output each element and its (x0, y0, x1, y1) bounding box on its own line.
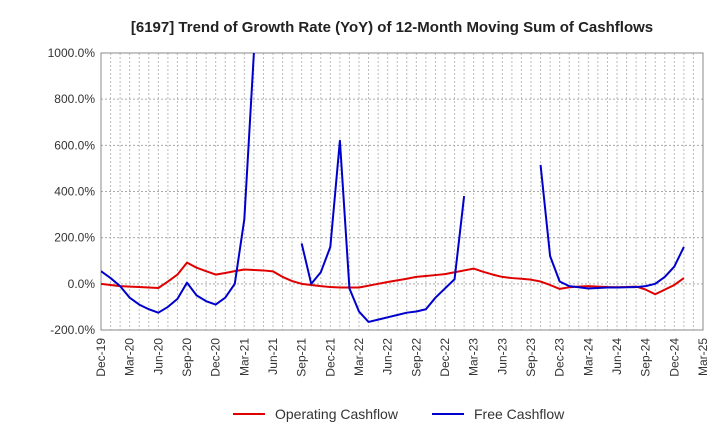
x-tick-label: Dec-20 (209, 338, 223, 377)
x-tick-label: Sep-22 (409, 338, 423, 377)
x-tick-label: Sep-21 (295, 338, 309, 377)
x-tick-label: Jun-21 (266, 338, 280, 375)
x-tick-label: Dec-23 (553, 338, 567, 377)
x-tick-label: Mar-21 (237, 338, 251, 376)
y-tick-label: 600.0% (54, 138, 95, 152)
y-tick-label: 0.0% (68, 277, 96, 291)
y-tick-label: -200.0% (50, 323, 95, 337)
series-layer (101, 53, 685, 323)
x-tick-label: Jun-23 (495, 338, 509, 375)
x-tick-label: Jun-24 (610, 338, 624, 375)
x-tick-label: Dec-19 (94, 338, 108, 377)
y-tick-label: 800.0% (54, 92, 95, 106)
x-tick-label: Dec-22 (438, 338, 452, 377)
y-tick-label: 400.0% (54, 185, 95, 199)
series-line-operating-cashflow (101, 261, 685, 296)
legend: Operating Cashflow Free Cashflow (233, 406, 565, 422)
legend-label-free-cashflow: Free Cashflow (474, 406, 565, 422)
plot-area (100, 52, 704, 331)
x-tick-label: Mar-22 (352, 338, 366, 376)
x-tick-label: Mar-24 (581, 338, 595, 376)
y-axis: -200.0% 0.0% 200.0% 400.0% 600.0% 800.0% 1000.… (48, 46, 96, 337)
x-tick-label: Mar-23 (467, 338, 481, 376)
x-tick-label: Jun-20 (151, 338, 165, 375)
x-tick-label: Mar-20 (123, 338, 137, 376)
y-tick-label: 1000.0% (48, 46, 96, 60)
chart-title: [6197] Trend of Growth Rate (YoY) of 12-… (131, 19, 653, 36)
x-tick-label: Sep-20 (180, 338, 194, 377)
x-tick-label: Mar-25 (696, 338, 710, 376)
x-tick-label: Dec-24 (667, 338, 681, 377)
x-tick-label: Jun-22 (381, 338, 395, 375)
series-line-free-cashflow (101, 53, 685, 323)
y-tick-label: 200.0% (54, 231, 95, 245)
x-tick-label: Dec-21 (323, 338, 337, 377)
x-tick-label: Sep-23 (524, 338, 538, 377)
legend-label-operating-cashflow: Operating Cashflow (275, 406, 399, 422)
x-tick-label: Sep-24 (639, 338, 653, 377)
x-axis: Dec-19 Mar-20 Jun-20 Sep-20 Dec-20 Mar-21 Jun-… (94, 338, 710, 377)
